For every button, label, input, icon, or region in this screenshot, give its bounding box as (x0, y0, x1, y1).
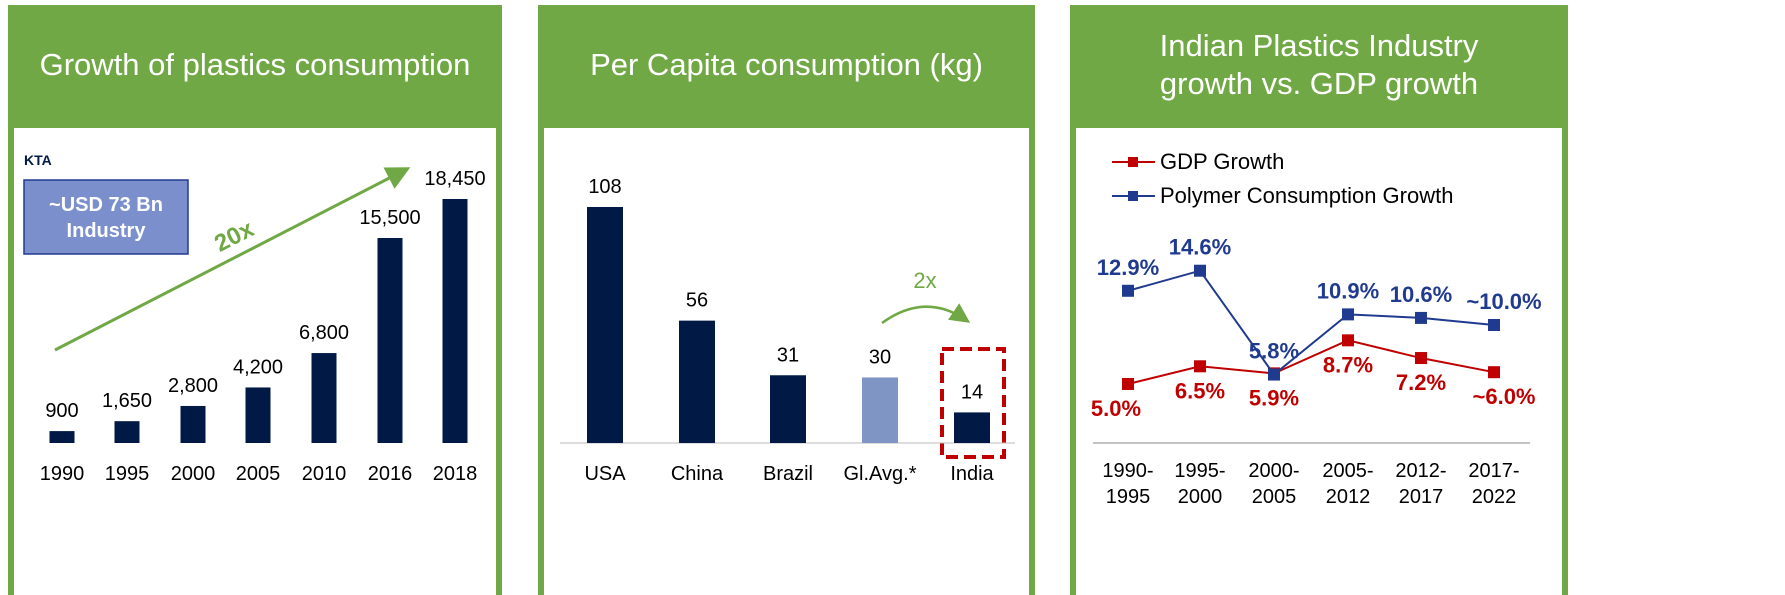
x-tick-label: 1995 (105, 463, 150, 485)
value-label: 6.5% (1175, 378, 1225, 403)
compare-arrow (881, 303, 971, 325)
point (1415, 311, 1427, 324)
x-tick-label: 2005-2012 (1322, 460, 1374, 508)
point (1268, 368, 1280, 381)
series-line (1127, 269, 1495, 377)
x-tick-label: 2000-2005 (1248, 460, 1300, 508)
bar (180, 405, 206, 443)
panel-body (1076, 128, 1562, 595)
value-label: 7.2% (1396, 370, 1446, 395)
x-tick-label: 2018 (433, 463, 478, 485)
value-label: 1,650 (102, 390, 152, 412)
value-label: 12.9% (1097, 255, 1159, 280)
x-tick-label: 2000 (171, 463, 216, 485)
annotation: ~USD 73 Bn Industry (49, 194, 163, 242)
bar (954, 412, 990, 443)
value-label: 108 (588, 176, 621, 198)
value-label: 8.7% (1323, 352, 1373, 377)
x-tick-label: 1990-1995 (1102, 460, 1154, 508)
value-label: 18,450 (424, 168, 485, 190)
x-tick-label: 2010 (302, 463, 347, 485)
annotation: 2x (913, 268, 936, 293)
bar (442, 199, 468, 443)
value-label: ~10.0% (1466, 289, 1541, 314)
x-tick-label: 2012-2017 (1395, 460, 1447, 508)
point (1415, 352, 1427, 365)
value-label: 14 (961, 381, 983, 403)
value-label: 4,200 (233, 356, 283, 378)
bar (377, 238, 403, 443)
point (1122, 378, 1134, 390)
value-label: 31 (777, 344, 799, 366)
panel: Indian Plastics Industry growth vs. GDP … (1070, 5, 1568, 595)
legend-marker (1128, 157, 1138, 167)
trend-arrow (54, 167, 411, 352)
value-label: 5.9% (1249, 385, 1299, 410)
x-tick-label: Gl.Avg.* (844, 463, 917, 485)
unit-label: KTA (24, 152, 52, 168)
x-tick-label: USA (584, 463, 626, 485)
value-label: 2,800 (168, 375, 218, 397)
legend-marker (1128, 191, 1138, 201)
value-label: 5.8% (1249, 339, 1299, 364)
point (1488, 319, 1500, 331)
value-label: 56 (686, 290, 708, 312)
bar (587, 207, 623, 443)
bar (114, 421, 140, 443)
value-label: 5.0% (1091, 396, 1141, 421)
bar (311, 353, 337, 443)
point (1194, 360, 1206, 373)
bar (49, 431, 75, 443)
x-tick-label: 1990 (40, 463, 85, 485)
legend-label: Polymer Consumption Growth (1160, 183, 1453, 208)
panel-body (544, 128, 1029, 595)
bar (770, 375, 806, 443)
value-label: ~6.0% (1473, 384, 1536, 409)
value-label: 15,500 (359, 207, 420, 229)
value-label: 10.6% (1390, 282, 1452, 307)
point (1122, 284, 1134, 297)
panel-title: Growth of plastics consumption (39, 47, 471, 82)
series-line (1127, 339, 1495, 385)
point (1342, 334, 1354, 347)
legend-label: GDP Growth (1160, 149, 1284, 174)
value-label: 6,800 (299, 322, 349, 344)
point (1342, 308, 1354, 321)
annotation-box (23, 179, 189, 255)
x-tick-label: 2005 (236, 463, 281, 485)
x-tick-label: India (950, 463, 994, 485)
x-tick-label: 2016 (368, 463, 413, 485)
x-tick-label: China (671, 463, 724, 485)
annotation: 20x (210, 215, 259, 258)
bar (245, 387, 271, 443)
bar (679, 320, 715, 443)
value-label: 14.6% (1169, 235, 1231, 260)
value-label: 900 (45, 400, 78, 422)
x-tick-label: 2017-2022 (1468, 460, 1520, 508)
point (1488, 366, 1500, 379)
point (1194, 264, 1206, 277)
x-tick-label: Brazil (763, 463, 813, 485)
value-label: 30 (869, 346, 891, 368)
value-label: 10.9% (1317, 278, 1379, 303)
highlight-box (940, 347, 1006, 459)
x-tick-label: 1995-2000 (1174, 460, 1226, 508)
bar (862, 377, 898, 443)
panel-title: Per Capita consumption (kg) (590, 47, 983, 82)
panel-title: Indian Plastics Industry growth vs. GDP … (1159, 28, 1479, 101)
panel: Per Capita consumption (kg) (538, 5, 1035, 595)
